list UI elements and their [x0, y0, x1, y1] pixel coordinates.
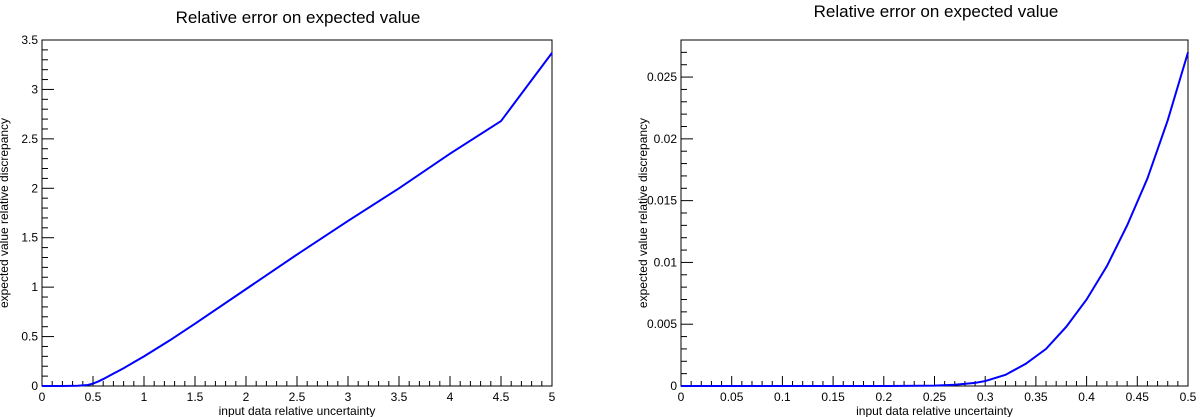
x-tick-label: 0.05 [720, 390, 744, 404]
series-line [681, 52, 1189, 387]
x-tick-label: 0.5 [85, 390, 102, 404]
x-tick-label: 2 [243, 390, 250, 404]
x-tick-label: 1 [141, 390, 148, 404]
x-tick-label: 0.15 [821, 390, 845, 404]
y-tick-labels: 0 0.5 1 1.5 2 2.5 3 3.5 [21, 33, 38, 393]
x-tick-label: 3 [345, 390, 352, 404]
y-tick-label: 2.5 [21, 132, 38, 146]
plot-frame [680, 39, 1189, 387]
y-axis-label: expected value relative discrepancy [636, 118, 650, 308]
x-tick-label: 0.25 [923, 390, 947, 404]
x-tick-label: 0.1 [774, 390, 791, 404]
x-tick-label: 0.35 [1024, 390, 1048, 404]
y-axis-label: expected value relative discrepancy [0, 118, 11, 308]
x-tick-label: 3.5 [391, 390, 408, 404]
x-tick-label: 1.5 [187, 390, 204, 404]
y-tick-label: 0.005 [647, 317, 677, 331]
y-tick-label: 1 [31, 280, 38, 294]
axis-ticks [680, 39, 1189, 387]
x-tick-label: 0.4 [1078, 390, 1095, 404]
x-tick-label: 4.5 [493, 390, 510, 404]
y-tick-label: 2 [31, 181, 38, 195]
y-tick-label: 3.5 [21, 33, 38, 47]
chart-title: Relative error on expected value [176, 8, 421, 27]
y-tick-label: 0.01 [654, 255, 678, 269]
x-tick-label: 2.5 [289, 390, 306, 404]
chart-panel-left: Relative error on expected value 0 0.5 1 1.… [0, 8, 556, 417]
x-axis-label: input data relative uncertainty [856, 404, 1013, 417]
y-tick-label: 0.02 [654, 132, 678, 146]
y-tick-label: 0 [670, 379, 677, 393]
series-line [42, 52, 553, 387]
x-tick-label: 0 [678, 390, 685, 404]
y-tick-label: 0.015 [647, 194, 677, 208]
x-tick-label: 0 [39, 390, 46, 404]
x-tick-labels: 0 0.05 0.1 0.15 0.2 0.25 0.3 0.35 0.4 0.45 0.5 [678, 390, 1197, 404]
y-tick-label: 1.5 [21, 231, 38, 245]
y-tick-labels: 0 0.005 0.01 0.015 0.02 0.025 [647, 70, 677, 393]
y-tick-label: 3 [31, 82, 38, 96]
x-axis-label: input data relative uncertainty [219, 404, 376, 417]
chart-panel-right: Relative error on expected value 0 0.05 0.… [636, 2, 1197, 417]
x-tick-label: 0.5 [1180, 390, 1197, 404]
plot-frame [41, 39, 553, 387]
x-tick-label: 5 [549, 390, 556, 404]
axis-ticks [41, 39, 553, 387]
y-tick-label: 0.025 [647, 70, 677, 84]
x-tick-label: 4 [447, 390, 454, 404]
chart-title: Relative error on expected value [814, 2, 1059, 21]
y-tick-label: 0 [31, 379, 38, 393]
x-tick-label: 0.45 [1126, 390, 1150, 404]
x-tick-label: 0.3 [977, 390, 994, 404]
y-tick-label: 0.5 [21, 330, 38, 344]
x-tick-labels: 0 0.5 1 1.5 2 2.5 3 3.5 4 4.5 5 [39, 390, 556, 404]
x-tick-label: 0.2 [875, 390, 892, 404]
